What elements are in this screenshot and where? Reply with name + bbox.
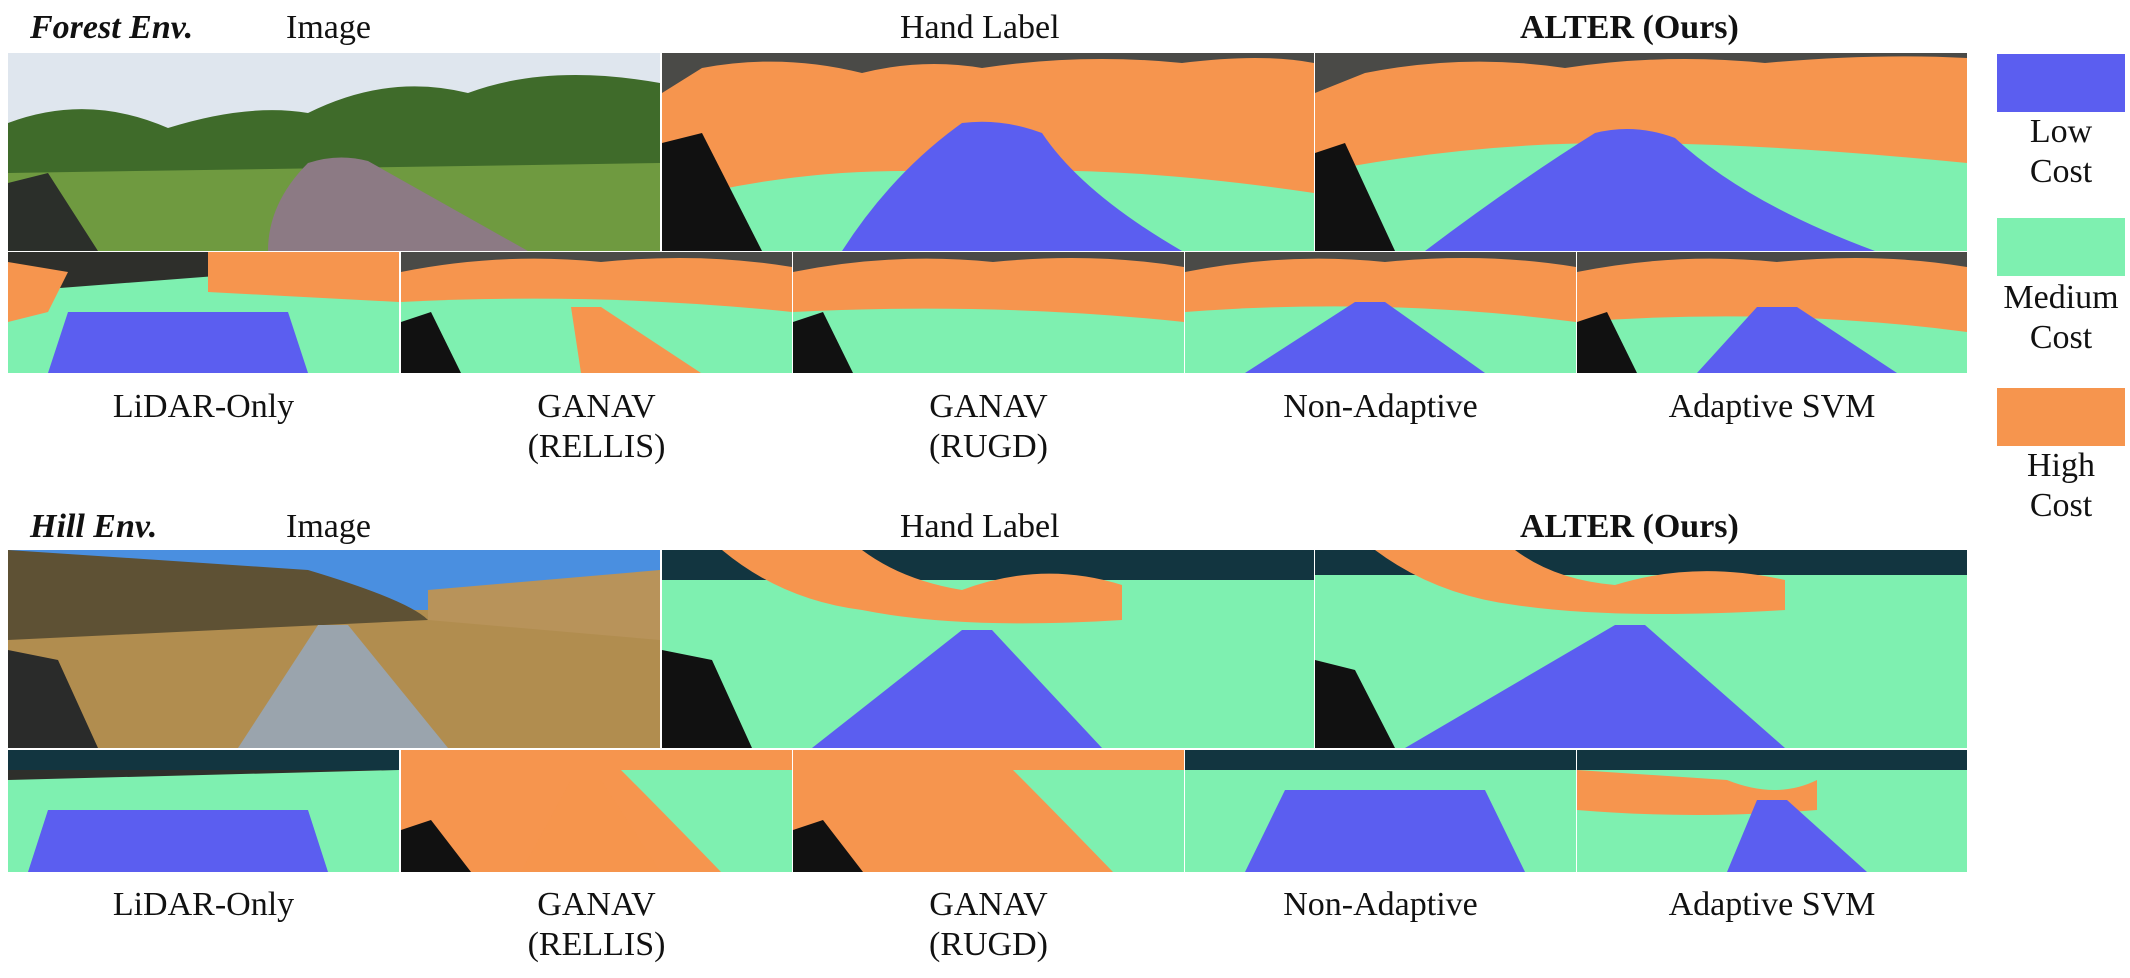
hill-method-label-lidar-only: LiDAR-Only xyxy=(112,886,295,923)
hill-adaptive-svm-image xyxy=(1577,750,1967,872)
forest-alter-image xyxy=(1315,53,1967,251)
forest-method-label-non-adaptive: Non-Adaptive xyxy=(1283,388,1478,425)
legend-high-swatch xyxy=(1997,388,2125,446)
legend-low-swatch xyxy=(1997,54,2125,112)
hill-alter-title: ALTER (Ours) xyxy=(1520,508,1739,545)
hill-alter-image xyxy=(1315,550,1967,748)
forest-ganav-rellis-image xyxy=(401,252,792,373)
forest-env-label: Forest Env. xyxy=(30,9,194,46)
hill-rgb-image xyxy=(8,550,660,748)
hill-method-label-ganav-rugd: GANAV (RUGD) xyxy=(929,886,1048,963)
legend-low-label: Low Cost xyxy=(2029,113,2093,190)
hill-env-label: Hill Env. xyxy=(30,508,158,545)
hill-ganav-rellis-image xyxy=(401,750,792,872)
hill-hand-label-title: Hand Label xyxy=(900,508,1060,545)
legend-medium-swatch xyxy=(1997,218,2125,276)
forest-rgb-image xyxy=(8,53,660,251)
forest-non-adaptive-image xyxy=(1185,252,1576,373)
forest-method-label-adaptive-svm: Adaptive SVM xyxy=(1668,388,1876,425)
forest-hand-label-image xyxy=(662,53,1314,251)
forest-method-label-ganav-rugd: GANAV (RUGD) xyxy=(929,388,1048,465)
hill-method-label-ganav-rellis: GANAV (RELLIS) xyxy=(527,886,666,963)
forest-method-label-lidar-only: LiDAR-Only xyxy=(112,388,295,425)
hill-image-label: Image xyxy=(286,508,371,545)
hill-lidar-only-image xyxy=(8,750,399,872)
legend-high-label: High Cost xyxy=(2027,447,2095,524)
hill-ganav-rugd-image xyxy=(793,750,1184,872)
hill-method-label-non-adaptive: Non-Adaptive xyxy=(1283,886,1478,923)
legend-medium-label: Medium Cost xyxy=(2003,279,2119,356)
forest-adaptive-svm-image xyxy=(1577,252,1967,373)
forest-image-label: Image xyxy=(286,9,371,46)
hill-non-adaptive-image xyxy=(1185,750,1576,872)
forest-hand-label-title: Hand Label xyxy=(900,9,1060,46)
hill-method-label-adaptive-svm: Adaptive SVM xyxy=(1668,886,1876,923)
forest-lidar-only-image xyxy=(8,252,399,373)
forest-alter-title: ALTER (Ours) xyxy=(1520,9,1739,46)
forest-ganav-rugd-image xyxy=(793,252,1184,373)
forest-method-label-ganav-rellis: GANAV (RELLIS) xyxy=(527,388,666,465)
hill-hand-label-image xyxy=(662,550,1314,748)
